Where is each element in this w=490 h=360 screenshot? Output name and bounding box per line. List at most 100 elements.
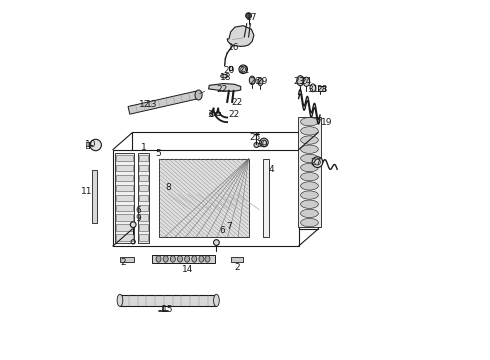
Bar — [263, 158, 270, 237]
Bar — [116, 215, 133, 221]
Text: 28: 28 — [316, 85, 327, 94]
Text: 17: 17 — [245, 13, 257, 22]
Text: 19: 19 — [321, 118, 333, 127]
Text: 25: 25 — [249, 133, 261, 142]
Bar — [116, 234, 133, 241]
Ellipse shape — [301, 136, 318, 144]
Bar — [138, 153, 149, 243]
Ellipse shape — [210, 111, 215, 116]
Polygon shape — [227, 26, 254, 46]
Ellipse shape — [192, 256, 197, 262]
Ellipse shape — [239, 65, 247, 73]
Text: 6: 6 — [219, 225, 225, 234]
Bar — [132, 132, 318, 229]
Ellipse shape — [301, 154, 318, 163]
Text: 21: 21 — [238, 66, 249, 75]
Ellipse shape — [303, 77, 310, 86]
Bar — [116, 224, 133, 231]
Ellipse shape — [220, 74, 228, 78]
Ellipse shape — [177, 256, 182, 262]
Ellipse shape — [185, 256, 190, 262]
Bar — [93, 170, 97, 223]
Ellipse shape — [117, 294, 123, 306]
Ellipse shape — [260, 138, 268, 147]
Ellipse shape — [245, 13, 251, 18]
Ellipse shape — [156, 256, 161, 262]
Text: 20: 20 — [223, 66, 235, 75]
Ellipse shape — [301, 191, 318, 199]
Bar — [139, 234, 148, 241]
Text: 16: 16 — [228, 42, 239, 51]
Bar — [120, 257, 134, 262]
Text: 29: 29 — [256, 77, 268, 86]
Ellipse shape — [130, 222, 136, 228]
Bar — [139, 204, 148, 211]
Text: 15: 15 — [163, 305, 174, 314]
Ellipse shape — [301, 127, 318, 135]
Bar — [116, 165, 133, 171]
Text: 30: 30 — [256, 140, 268, 149]
Text: 22: 22 — [228, 111, 239, 120]
Ellipse shape — [205, 256, 210, 262]
Bar — [139, 185, 148, 191]
Bar — [152, 255, 215, 263]
Bar — [139, 155, 148, 161]
Bar — [116, 175, 133, 181]
Text: 6: 6 — [136, 206, 142, 215]
Bar — [120, 295, 217, 306]
Ellipse shape — [258, 78, 263, 86]
Ellipse shape — [301, 163, 318, 172]
Ellipse shape — [195, 90, 202, 100]
Bar — [215, 112, 221, 115]
Bar — [115, 153, 134, 243]
Text: 3: 3 — [207, 111, 213, 120]
Polygon shape — [128, 91, 197, 114]
Text: 22: 22 — [216, 85, 227, 94]
Text: 4: 4 — [268, 166, 274, 175]
Text: 23: 23 — [293, 77, 304, 86]
Text: 14: 14 — [182, 265, 194, 274]
Text: 26: 26 — [249, 77, 260, 86]
Ellipse shape — [310, 84, 316, 92]
Bar — [228, 66, 232, 70]
Text: 2: 2 — [120, 258, 125, 267]
Text: 13: 13 — [147, 100, 158, 109]
Bar — [113, 150, 298, 246]
Ellipse shape — [301, 145, 318, 153]
Bar — [139, 165, 148, 171]
Ellipse shape — [214, 240, 220, 246]
Ellipse shape — [249, 76, 255, 85]
Ellipse shape — [312, 157, 323, 167]
Ellipse shape — [301, 200, 318, 208]
Bar — [116, 155, 133, 161]
Ellipse shape — [301, 172, 318, 181]
Text: 24: 24 — [300, 77, 311, 86]
Text: 2: 2 — [234, 263, 240, 272]
Bar — [159, 158, 248, 237]
Text: 22: 22 — [231, 98, 243, 107]
Ellipse shape — [297, 76, 304, 86]
Ellipse shape — [163, 256, 168, 262]
Bar — [139, 215, 148, 221]
Bar — [116, 204, 133, 211]
Ellipse shape — [301, 209, 318, 217]
Ellipse shape — [214, 294, 220, 306]
Ellipse shape — [90, 139, 101, 151]
Text: 18: 18 — [220, 73, 231, 82]
Polygon shape — [209, 84, 241, 91]
Bar — [318, 86, 325, 91]
Ellipse shape — [301, 118, 318, 126]
Text: 11: 11 — [81, 187, 93, 196]
Bar — [231, 257, 243, 262]
Ellipse shape — [254, 143, 259, 148]
Text: 8: 8 — [165, 183, 171, 192]
Bar — [116, 195, 133, 201]
Bar — [298, 117, 321, 227]
Text: 12: 12 — [139, 100, 150, 109]
Bar — [139, 224, 148, 231]
Text: 31: 31 — [307, 85, 318, 94]
Bar — [116, 185, 133, 191]
Ellipse shape — [171, 256, 175, 262]
Text: 9: 9 — [136, 214, 142, 223]
Text: 27: 27 — [310, 158, 321, 167]
